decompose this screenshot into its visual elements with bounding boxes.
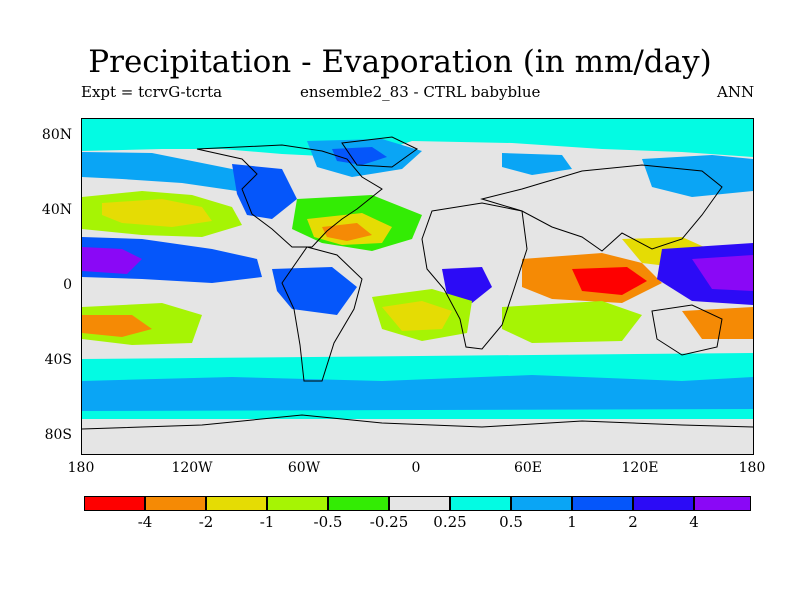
legend-swatch bbox=[572, 496, 633, 511]
central-pacific-strong-wet bbox=[82, 247, 142, 274]
legend-swatch bbox=[694, 496, 751, 511]
south-america-coastline bbox=[281, 246, 363, 382]
legend-swatch bbox=[267, 496, 328, 511]
legend-swatch bbox=[206, 496, 267, 511]
legend-label: -2 bbox=[198, 513, 214, 531]
lon-tick-60e: 60E bbox=[513, 460, 543, 476]
maritime-continent-strong-dry bbox=[572, 267, 647, 295]
lat-tick-40n: 40N bbox=[41, 202, 72, 218]
europe-wet-region bbox=[502, 153, 572, 175]
legend-label: 4 bbox=[689, 513, 699, 531]
south-west-pacific-dry bbox=[682, 307, 753, 339]
legend-label: -4 bbox=[137, 513, 153, 531]
coastlines bbox=[82, 136, 753, 430]
legend-swatch bbox=[84, 496, 145, 511]
antarctica-neutral bbox=[82, 419, 753, 454]
lat-tick-80s: 80S bbox=[44, 427, 72, 443]
season-label: ANN bbox=[717, 83, 755, 101]
legend-label: 0.25 bbox=[433, 513, 467, 531]
legend-swatch bbox=[511, 496, 572, 511]
australia-coastline bbox=[651, 304, 723, 356]
greenland-coastline bbox=[341, 136, 418, 168]
lat-tick-80n: 80N bbox=[41, 127, 72, 143]
lon-tick-180w: 180 bbox=[67, 460, 95, 476]
north-pacific-dry-core bbox=[102, 199, 212, 227]
north-west-pacific-wet bbox=[642, 155, 753, 197]
experiment-label: Expt = tcrvG-tcrta bbox=[81, 83, 223, 101]
lon-tick-120e: 120E bbox=[621, 460, 659, 476]
legend-label: -0.5 bbox=[313, 513, 343, 531]
lon-tick-180e: 180 bbox=[738, 460, 766, 476]
caribbean-strong-dry bbox=[322, 223, 372, 241]
congo-wet-region bbox=[442, 267, 492, 303]
legend-swatch bbox=[328, 496, 389, 511]
legend-label: 1 bbox=[567, 513, 577, 531]
lon-tick-60w: 60W bbox=[287, 460, 321, 476]
legend-swatch bbox=[145, 496, 206, 511]
north-pacific-wet-band bbox=[82, 152, 252, 191]
legend-swatch bbox=[389, 496, 450, 511]
greenland-strong-wet bbox=[332, 147, 387, 165]
eurasia-coastline bbox=[480, 164, 723, 252]
run-label: ensemble2_83 - CTRL babyblue bbox=[300, 83, 541, 101]
legend-label: -1 bbox=[259, 513, 275, 531]
arctic-wet-region bbox=[82, 119, 753, 157]
south-atlantic-dry-core bbox=[382, 301, 452, 331]
map-panel bbox=[81, 118, 754, 455]
lon-tick-0: 0 bbox=[411, 460, 421, 476]
north-america-coastline bbox=[196, 144, 383, 248]
legend-label: 0.5 bbox=[499, 513, 523, 531]
lat-tick-equator: 0 bbox=[63, 277, 72, 293]
legend-label: -0.25 bbox=[369, 513, 409, 531]
lat-tick-40s: 40S bbox=[44, 352, 72, 368]
amazon-wet-region bbox=[272, 267, 357, 315]
south-indian-dry-zone bbox=[502, 301, 642, 343]
antarctica-coastline bbox=[82, 414, 753, 430]
west-pacific-strongest-wet bbox=[692, 255, 753, 291]
southern-ocean-core-wet bbox=[82, 375, 753, 411]
precip-evap-field bbox=[82, 119, 753, 454]
south-pacific-strong-dry bbox=[82, 315, 152, 337]
lon-tick-120w: 120W bbox=[171, 460, 213, 476]
legend-swatch bbox=[450, 496, 511, 511]
legend-swatch bbox=[633, 496, 694, 511]
legend-label: 2 bbox=[628, 513, 638, 531]
chart-title: Precipitation - Evaporation (in mm/day) bbox=[88, 44, 712, 80]
